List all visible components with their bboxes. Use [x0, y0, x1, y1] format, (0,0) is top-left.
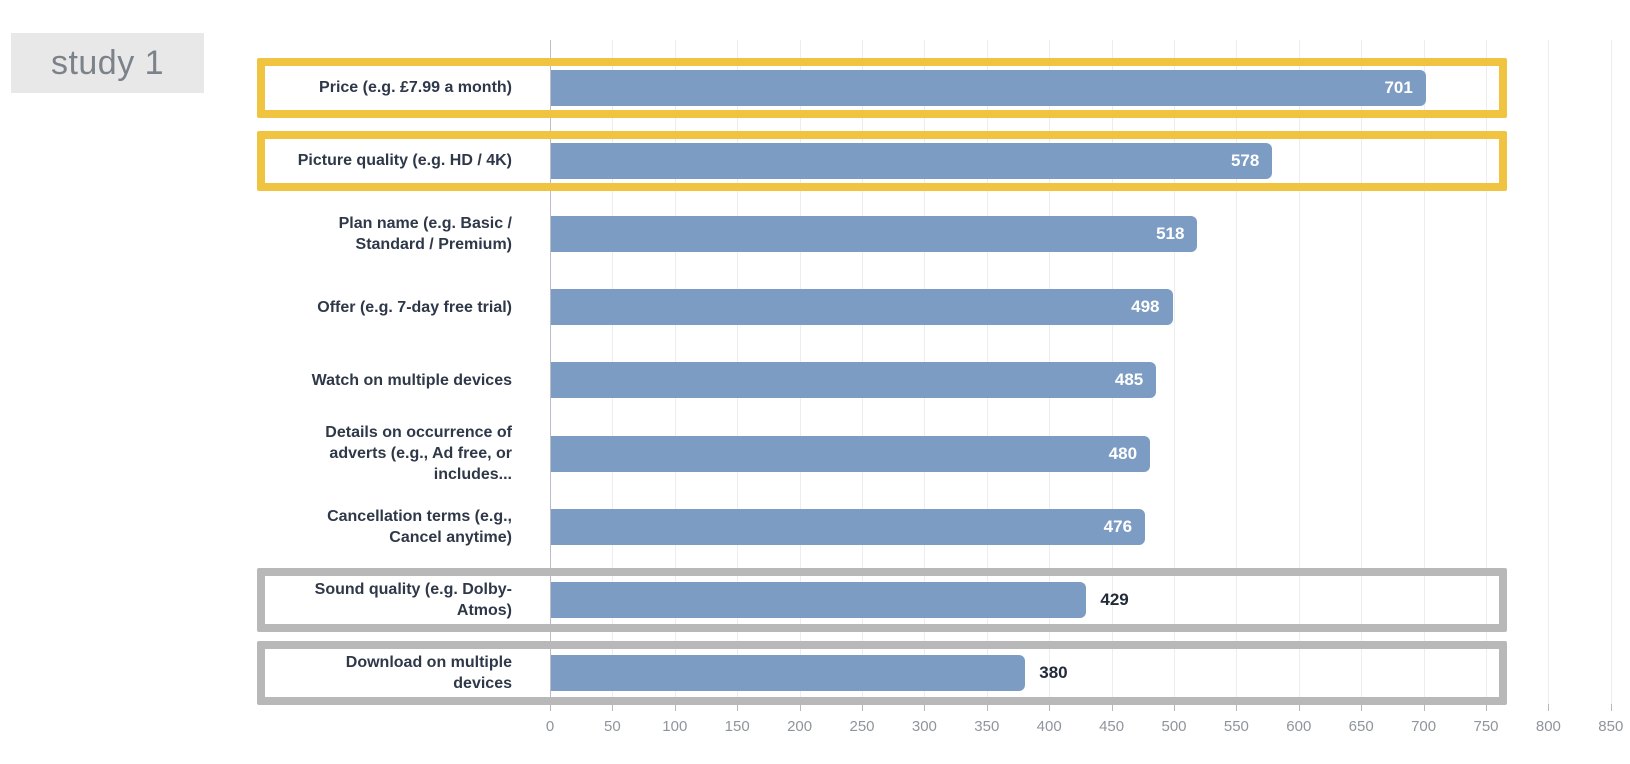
x-tick-label: 500 [1161, 718, 1187, 735]
x-axis-tick [737, 704, 739, 711]
category-label: Price (e.g. £7.99 a month) [319, 79, 512, 97]
bar: 480 [551, 435, 1151, 472]
bar-value: 485 [1114, 370, 1144, 390]
x-tick-label: 800 [1535, 718, 1561, 735]
bar-value: 480 [1108, 443, 1138, 463]
highlight-box-gray [257, 568, 1507, 632]
x-axis-tick [924, 704, 926, 711]
bar: 498 [551, 289, 1173, 326]
x-axis-tick [550, 704, 551, 711]
x-tick-label: 50 [604, 718, 621, 735]
gridline [1361, 40, 1363, 704]
category-label: Watch on multiple devices [311, 371, 512, 389]
x-axis-tick [1111, 704, 1113, 711]
bar: 578 [551, 142, 1273, 179]
x-tick-label: 100 [662, 718, 688, 735]
highlight-box-gray [257, 641, 1507, 706]
x-tick-label: 550 [1223, 718, 1249, 735]
x-axis-tick [1548, 704, 1550, 711]
category-label: Plan name (e.g. Basic / Standard / Premi… [338, 214, 512, 253]
bar [551, 582, 1087, 618]
x-axis-tick [1049, 704, 1051, 711]
category-label: Cancellation terms (e.g., Cancel anytime… [327, 507, 512, 546]
x-axis-tick [862, 704, 863, 711]
x-tick-label: 700 [1411, 718, 1437, 735]
x-tick-label: 650 [1348, 718, 1374, 735]
category-label: Picture quality (e.g. HD / 4K) [297, 152, 512, 170]
category-label: Download on multiple devices [345, 654, 512, 693]
x-axis-tick [799, 704, 801, 711]
bar-value: 380 [1039, 663, 1068, 683]
bar-value: 701 [1384, 77, 1413, 97]
x-tick-label: 250 [849, 718, 875, 735]
bar-value: 429 [1100, 590, 1129, 609]
x-tick-label: 150 [724, 718, 750, 735]
bar-value: 518 [1156, 224, 1185, 243]
x-axis-tick [674, 704, 676, 711]
gridline [1548, 40, 1550, 704]
x-axis-tick [986, 704, 988, 711]
x-axis-tick [1236, 704, 1238, 711]
study-label: study 1 [11, 33, 204, 93]
bar-value: 476 [1103, 516, 1133, 536]
gridline [550, 40, 551, 704]
bar: 476 [551, 508, 1146, 545]
x-tick-label: 450 [1099, 718, 1125, 735]
gridline [1486, 40, 1487, 704]
category-label: Details on occurrence of adverts (e.g., … [325, 424, 512, 484]
x-tick-label: 350 [974, 718, 1000, 735]
bar: 518 [551, 216, 1198, 252]
highlight-box-yellow [257, 57, 1507, 118]
x-tick-label: 750 [1473, 718, 1499, 735]
x-tick-label: 200 [787, 718, 813, 735]
x-axis-tick [1361, 704, 1363, 711]
bar-value: 578 [1230, 150, 1260, 170]
x-axis-tick [612, 704, 614, 711]
bar: 485 [551, 362, 1157, 399]
x-axis-tick [1486, 704, 1487, 711]
x-tick-label: 0 [545, 718, 555, 735]
gridline [1423, 40, 1425, 704]
category-label: Sound quality (e.g. Dolby- Atmos) [314, 580, 512, 619]
category-label: Offer (e.g. 7-day free trial) [317, 298, 512, 316]
x-tick-label: 300 [911, 718, 937, 735]
bar [551, 655, 1026, 692]
gridline [1610, 40, 1612, 704]
x-tick-label: 600 [1286, 718, 1312, 735]
x-axis-tick [1423, 704, 1425, 711]
x-axis-tick [1298, 704, 1300, 711]
gridline [1174, 40, 1175, 704]
bar: 701 [551, 69, 1426, 106]
x-axis-tick [1174, 704, 1175, 711]
highlight-box-yellow [257, 130, 1507, 191]
x-tick-label: 400 [1036, 718, 1062, 735]
gridline [1298, 40, 1300, 704]
x-axis-tick [1610, 704, 1612, 711]
bar-value: 498 [1131, 297, 1160, 317]
gridline [1236, 40, 1238, 704]
x-tick-label: 850 [1598, 718, 1624, 735]
